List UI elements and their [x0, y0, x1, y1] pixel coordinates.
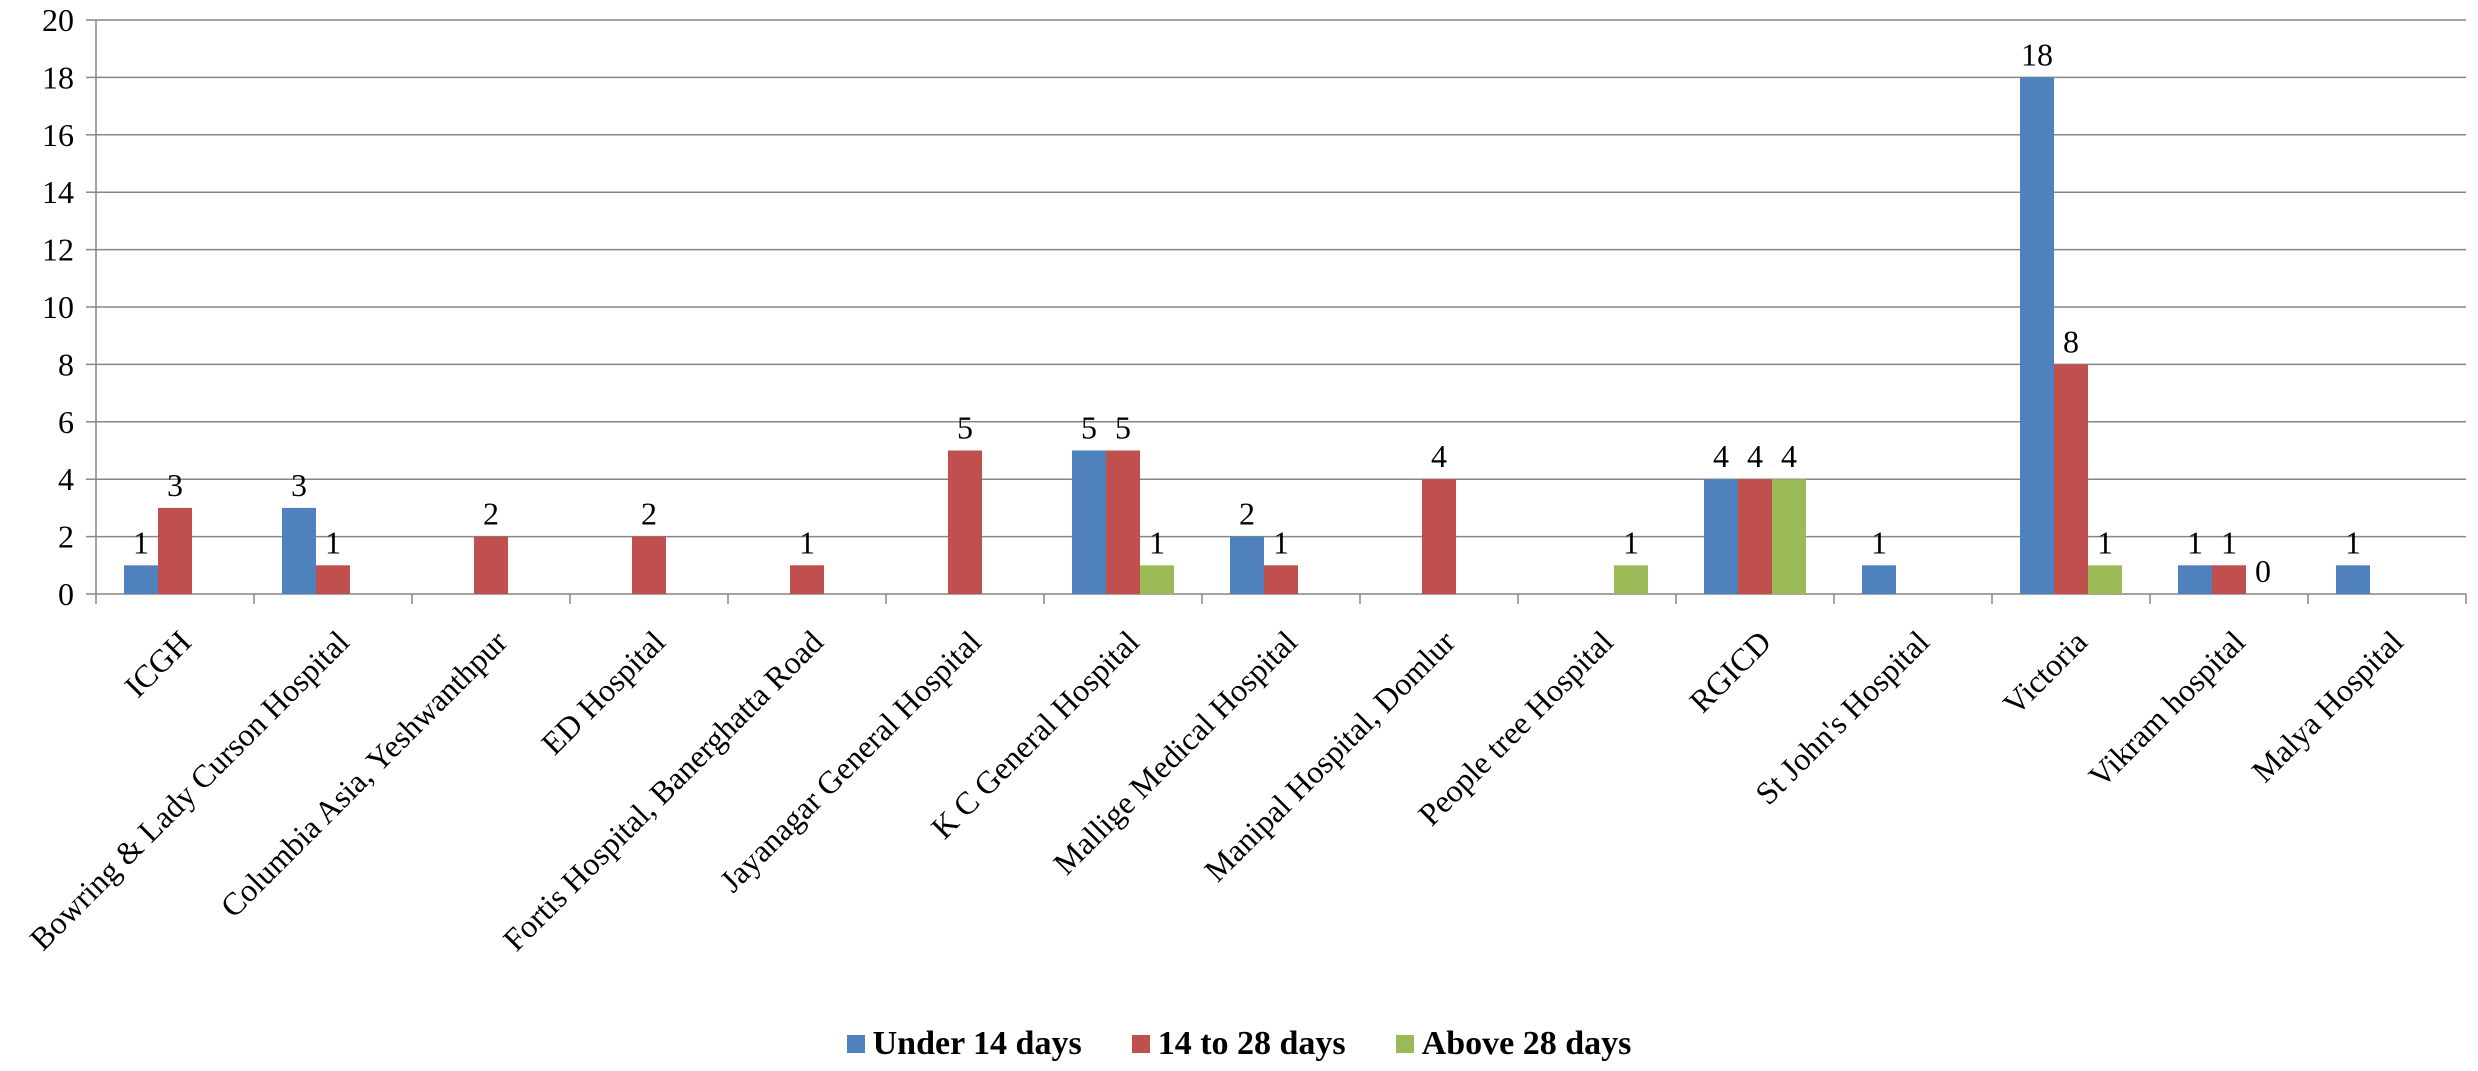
bar: [790, 565, 824, 594]
category-label: Malya Hospital: [2244, 623, 2410, 789]
bar: [2054, 364, 2088, 594]
data-label: 1: [2221, 524, 2237, 560]
y-tick-label: 2: [58, 519, 74, 555]
legend-item: Above 28 days: [1395, 1025, 1632, 1063]
data-label: 4: [1781, 438, 1797, 474]
bar: [1738, 479, 1772, 594]
y-tick-label: 10: [42, 289, 74, 325]
data-label: 2: [641, 496, 657, 532]
legend-label: 14 to 28 days: [1157, 1025, 1346, 1062]
data-label: 8: [2063, 323, 2079, 359]
legend: Under 14 days 14 to 28 days Above 28 days: [0, 1024, 2478, 1064]
y-tick-label: 4: [58, 461, 74, 497]
data-label: 4: [1431, 438, 1447, 474]
data-label: 4: [1713, 438, 1729, 474]
bar: [2088, 565, 2122, 594]
data-label: 1: [1149, 524, 1165, 560]
data-label: 5: [1081, 410, 1097, 446]
bar: [1106, 450, 1140, 594]
data-label: 5: [957, 410, 973, 446]
data-label: 2: [1239, 496, 1255, 532]
data-label: 1: [1273, 524, 1289, 560]
legend-swatch: [1131, 1035, 1150, 1053]
y-tick-label: 12: [42, 232, 74, 268]
category-label: Manipal Hospital, Domlur: [1197, 623, 1462, 888]
data-label: 5: [1115, 410, 1131, 446]
category-label: ED Hospital: [534, 623, 672, 761]
bar: [1230, 536, 1264, 594]
category-label: ICGH: [117, 623, 198, 704]
bar: [282, 507, 316, 594]
category-label: Victoria: [1996, 623, 2094, 721]
data-label: 18: [2021, 36, 2053, 72]
bar: [158, 507, 192, 594]
bar: [1614, 565, 1648, 594]
legend-label: Above 28 days: [1421, 1025, 1632, 1062]
data-label: 1: [2187, 524, 2203, 560]
bar: [1862, 565, 1896, 594]
bar: [2178, 565, 2212, 594]
bar: [1704, 479, 1738, 594]
data-label: 1: [2345, 524, 2361, 560]
category-label: Columbia Asia, Yeshwanthpur: [213, 623, 514, 924]
legend-item: Under 14 days: [846, 1025, 1082, 1063]
category-label: Bowring & Lady Curson Hospital: [23, 623, 357, 957]
data-label: 1: [799, 524, 815, 560]
data-label: 3: [167, 467, 183, 503]
category-label: Vikram hospital: [2081, 623, 2252, 794]
data-label: 1: [2097, 524, 2113, 560]
legend-label: Under 14 days: [872, 1025, 1082, 1062]
data-label: 0: [2255, 553, 2271, 589]
bar: [474, 536, 508, 594]
legend-swatch: [1395, 1035, 1414, 1053]
bar: [948, 450, 982, 594]
bar: [1072, 450, 1106, 594]
bar: [316, 565, 350, 594]
category-label: Fortis Hospital, Banerghatta Road: [496, 623, 830, 957]
y-tick-label: 14: [42, 174, 74, 210]
y-tick-label: 0: [58, 576, 74, 612]
category-label: St John's Hospital: [1748, 623, 1936, 811]
data-label: 4: [1747, 438, 1763, 474]
bar: [2212, 565, 2246, 594]
legend-swatch: [846, 1035, 865, 1053]
bar: [2336, 565, 2370, 594]
y-tick-label: 20: [42, 2, 74, 38]
legend-item: 14 to 28 days: [1131, 1025, 1346, 1063]
category-label: RGICD: [1682, 623, 1778, 719]
bar: [1422, 479, 1456, 594]
category-label: Jayanagar General Hospital: [712, 623, 988, 899]
data-label: 1: [1623, 524, 1639, 560]
bar: [1772, 479, 1806, 594]
data-label: 1: [325, 524, 341, 560]
y-tick-label: 6: [58, 404, 74, 440]
data-label: 1: [133, 524, 149, 560]
y-tick-label: 16: [42, 117, 74, 153]
bar: [124, 565, 158, 594]
bar: [2020, 77, 2054, 594]
bar: [1264, 565, 1298, 594]
y-tick-label: 18: [42, 59, 74, 95]
data-label: 1: [1871, 524, 1887, 560]
data-label: 2: [483, 496, 499, 532]
bar: [1140, 565, 1174, 594]
y-tick-label: 8: [58, 346, 74, 382]
data-label: 3: [291, 467, 307, 503]
bar: [632, 536, 666, 594]
